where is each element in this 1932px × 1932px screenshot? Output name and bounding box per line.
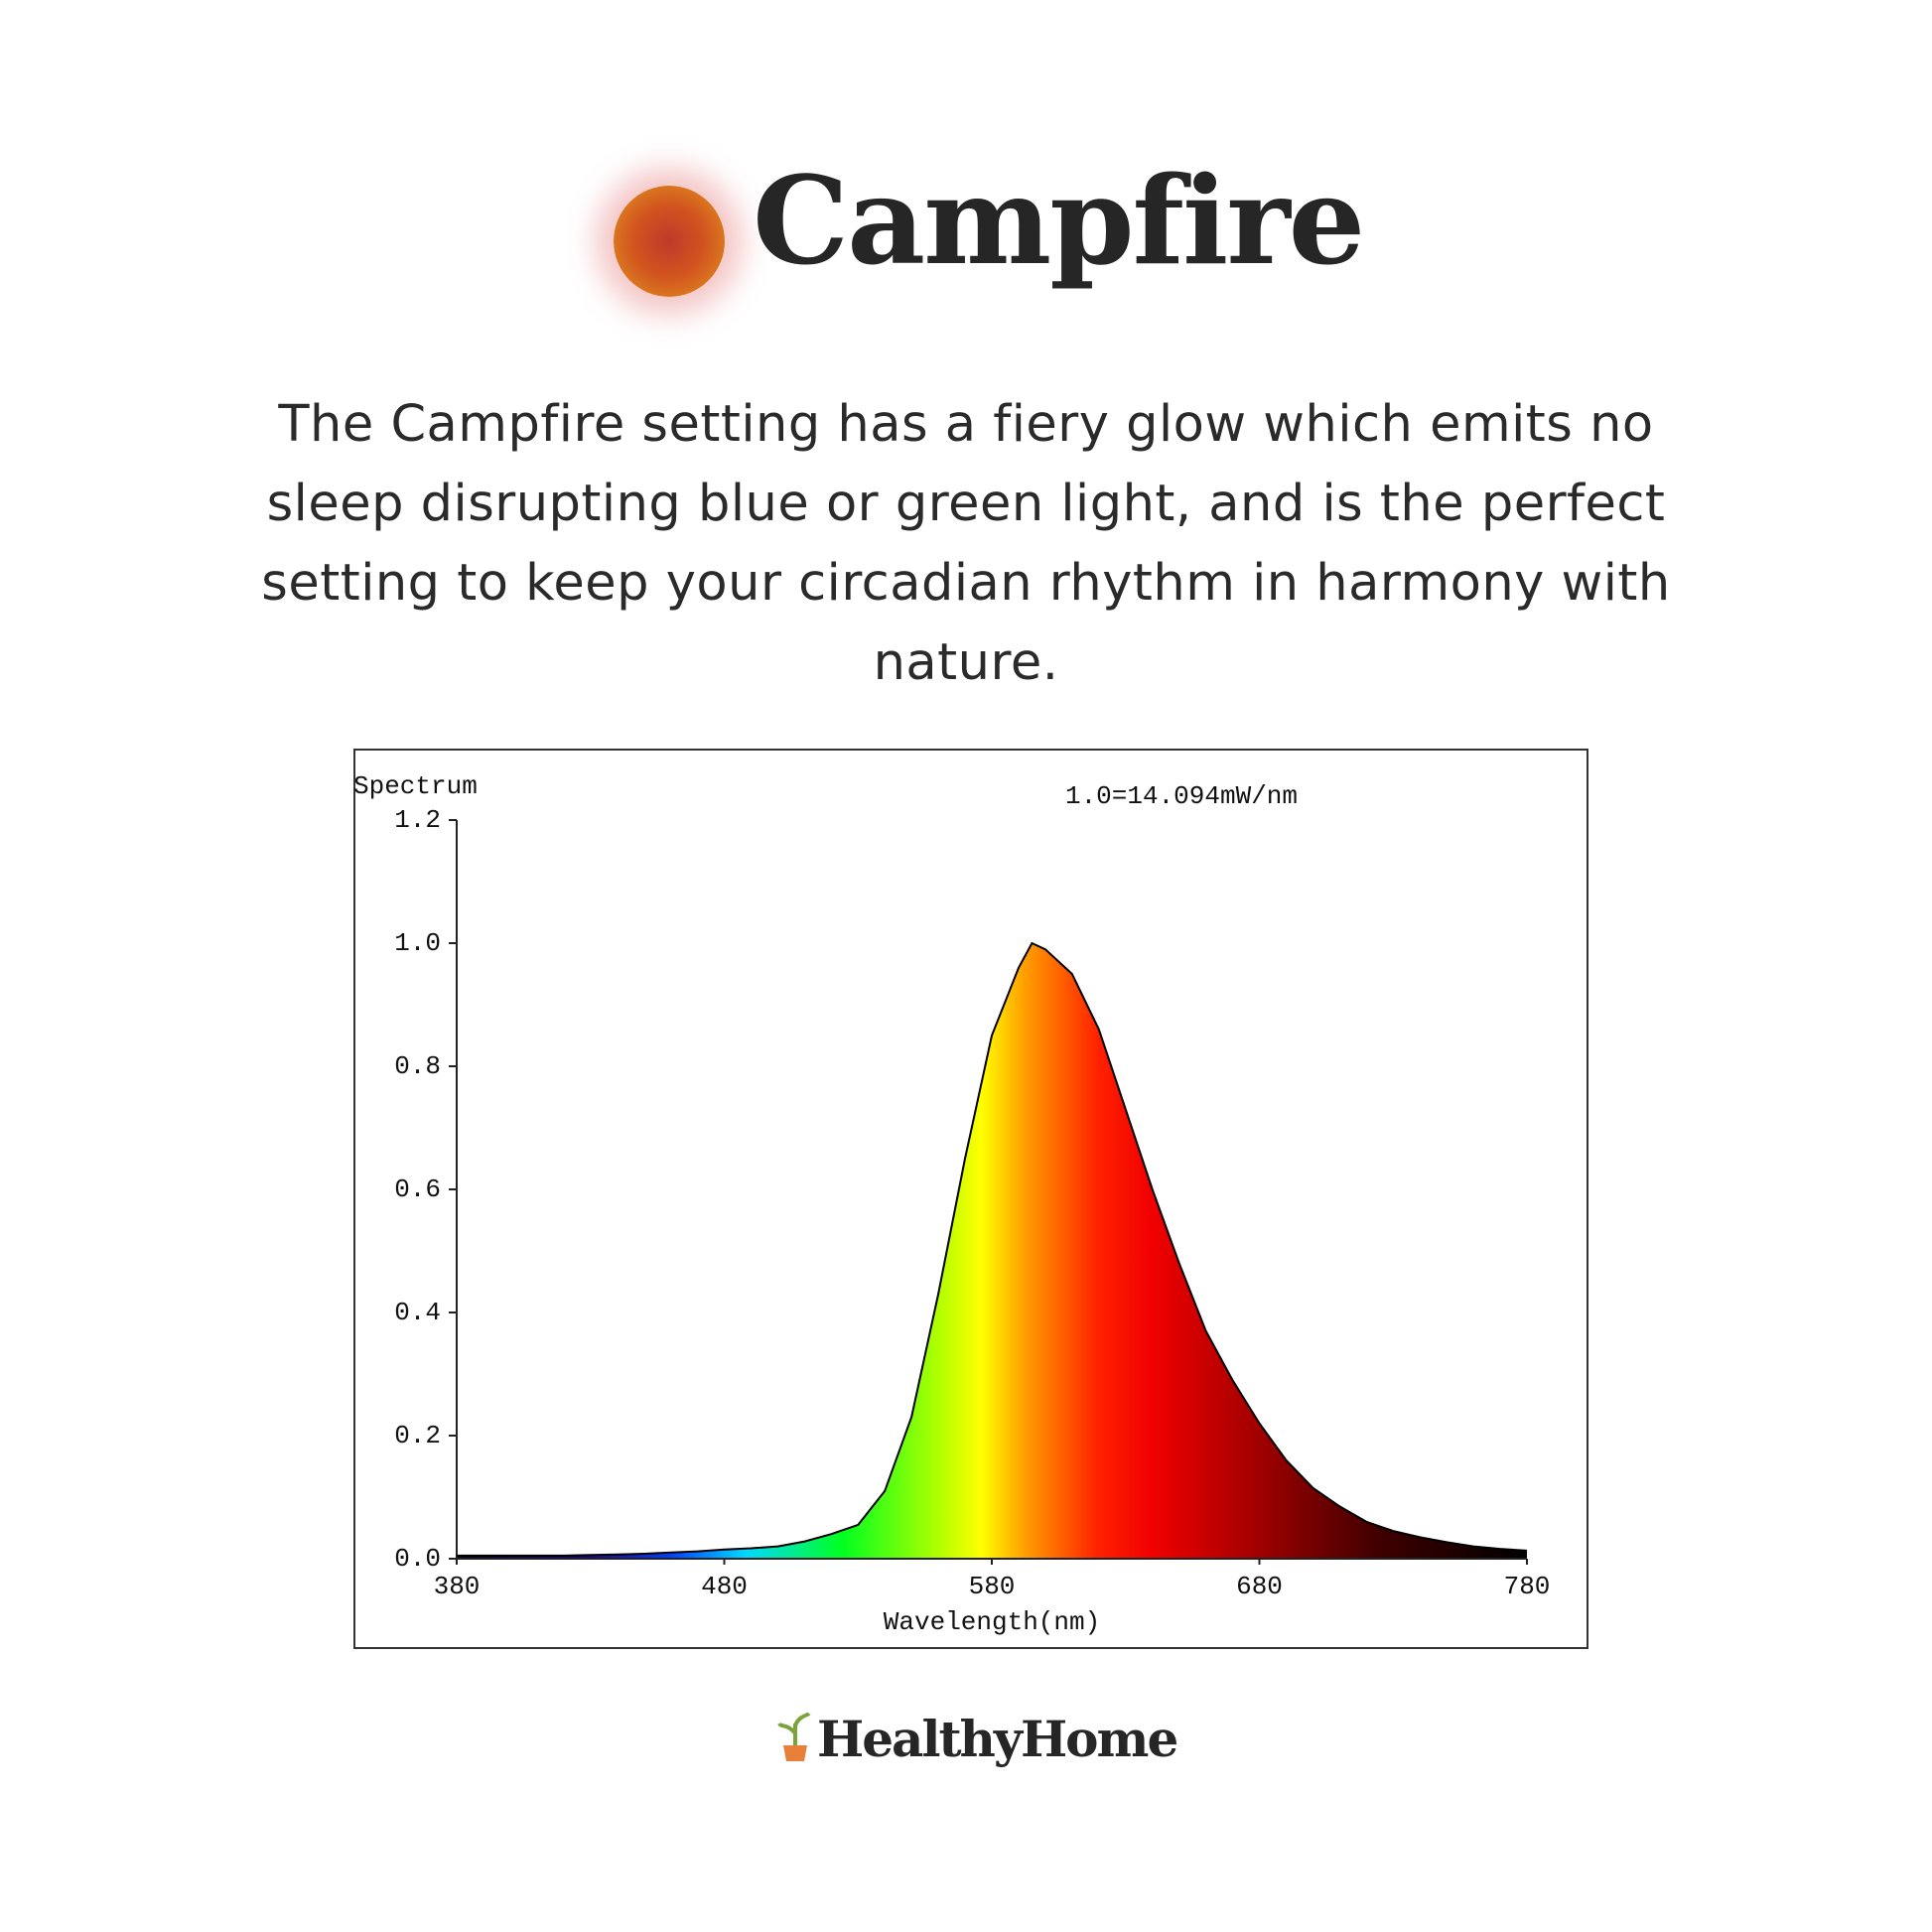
y-tick-label: 0.4: [394, 1298, 441, 1327]
x-tick-label: 780: [1504, 1572, 1551, 1601]
x-tick-label: 680: [1236, 1572, 1283, 1601]
sprout-icon: [777, 1712, 811, 1761]
area-fill: [457, 943, 1527, 1559]
annotation: 1.0=14.094mW/nm: [1065, 781, 1298, 811]
chart-frame: [353, 749, 1588, 1649]
y-tick-label: 0.6: [394, 1174, 441, 1204]
x-tick-label: 480: [701, 1572, 748, 1601]
description: The Campfire setting has a fiery glow wh…: [261, 395, 1671, 692]
y-tick-label: 0.0: [394, 1544, 441, 1574]
spectrum-line: [457, 941, 1528, 1557]
x-axis-label: Wavelength(nm): [884, 1607, 1100, 1637]
title: Campfire: [753, 149, 1365, 292]
y-tick-label: 0.8: [394, 1051, 441, 1081]
y-tick-label: 1.0: [394, 928, 441, 958]
campfire-icon: [614, 186, 725, 297]
brand-logo: HealthyHome: [777, 1710, 1178, 1768]
y-axis-label: Spectrum: [353, 771, 478, 801]
brand-name: HealthyHome: [817, 1710, 1178, 1768]
y-tick-label: 1.2: [394, 805, 441, 835]
x-tick-label: 380: [434, 1572, 481, 1601]
x-tick-label: 580: [969, 1572, 1016, 1601]
y-tick-label: 0.2: [394, 1421, 441, 1450]
